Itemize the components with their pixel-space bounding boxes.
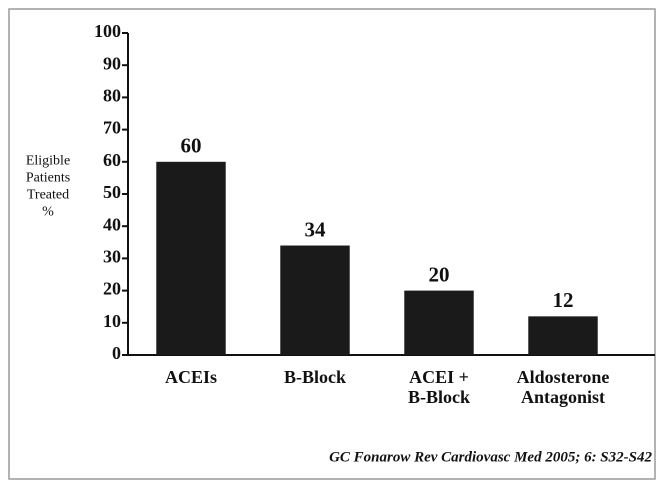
bar xyxy=(280,245,350,355)
frame xyxy=(8,8,656,480)
y-tick-label: 80 xyxy=(103,86,121,106)
data-label: 12 xyxy=(553,288,574,312)
y-tick-label: 70 xyxy=(103,118,121,138)
y-tick-label: 40 xyxy=(103,214,121,234)
bar xyxy=(528,316,598,355)
x-tick-label: ACEI + B-Block xyxy=(408,367,470,407)
data-label: 34 xyxy=(305,217,327,241)
x-tick-label: ACEIs xyxy=(165,367,217,387)
y-tick-label: 30 xyxy=(103,247,121,267)
bar xyxy=(404,290,474,355)
x-tick-label: Aldosterone Antagonist xyxy=(517,367,610,407)
y-tick-label: 20 xyxy=(103,279,121,299)
y-tick-label: 90 xyxy=(103,53,121,73)
y-tick-label: 60 xyxy=(103,150,121,170)
data-label: 20 xyxy=(429,262,450,286)
bar xyxy=(156,161,226,355)
y-tick-label: 100 xyxy=(94,21,121,41)
source-note: GC Fonarow Rev Cardiovasc Med 2005; 6: S… xyxy=(329,449,652,465)
x-tick-label: B-Block xyxy=(284,367,346,387)
data-label: 60 xyxy=(181,134,202,158)
y-tick-label: 0 xyxy=(112,343,121,363)
y-tick-label: 50 xyxy=(103,182,121,202)
y-axis-label: Eligible Patients Treated% xyxy=(26,154,70,220)
y-tick-label: 10 xyxy=(103,311,121,331)
